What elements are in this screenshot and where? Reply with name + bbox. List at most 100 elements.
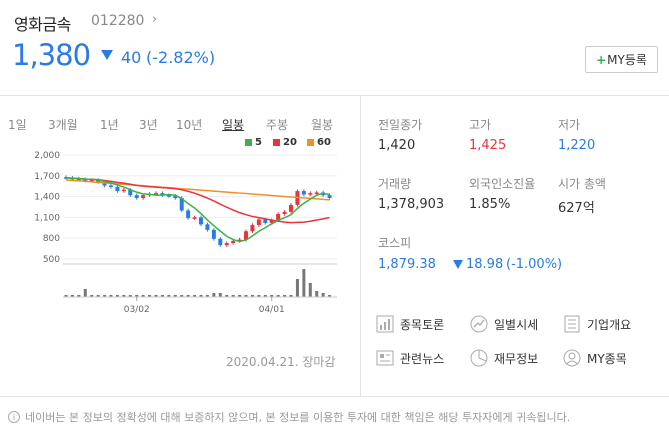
candle-body	[218, 238, 223, 246]
foreign-label: 외국인소진율	[469, 177, 536, 191]
tab-weekly[interactable]: 주봉	[266, 118, 289, 132]
candle-body	[224, 243, 229, 246]
legend-ma5: 5	[245, 137, 262, 148]
volume-bar	[64, 295, 68, 297]
tab-1day[interactable]: 1일	[8, 118, 27, 132]
divider	[360, 96, 361, 396]
link-financial-info[interactable]: 재무정보	[470, 349, 538, 367]
legend-swatch	[273, 139, 280, 146]
kospi-value: 1,879.38	[378, 257, 436, 272]
volume-bar	[70, 295, 74, 297]
price-change-value: 40	[121, 48, 142, 67]
volume-bar	[244, 295, 248, 297]
volume-bar	[167, 295, 171, 297]
candle-body	[211, 229, 216, 239]
stock-chart[interactable]: 2,000 1,700 1,400 1,100 800 500 03/02 04/01	[0, 147, 350, 322]
tab-3year[interactable]: 3년	[139, 118, 158, 132]
link-daily-price[interactable]: 일별시세	[470, 315, 538, 333]
volume-value: 1,378,903	[378, 197, 445, 212]
candle-body	[199, 217, 203, 225]
link-related-news[interactable]: 관련뉴스	[376, 349, 444, 367]
y-tick-label: 2,000	[34, 151, 60, 161]
y-tick-label: 1,100	[34, 213, 60, 223]
date-status: 2020.04.21. 장마감	[226, 355, 336, 369]
candle-body	[256, 219, 261, 226]
volume-bar	[83, 289, 87, 297]
candle-body	[89, 179, 94, 182]
foreign-value: 1.85%	[469, 197, 511, 212]
legend-ma60: 60	[307, 137, 331, 148]
candle-body	[244, 231, 248, 240]
candle-body	[154, 193, 158, 195]
candle-body	[83, 179, 88, 181]
volume-bar	[302, 269, 306, 297]
ma20-line	[65, 177, 330, 224]
candle-body	[205, 224, 210, 230]
chevron-right-icon[interactable]: ›	[152, 12, 158, 27]
plus-icon: +	[596, 52, 607, 67]
volume-bar	[90, 295, 94, 297]
low-value: 1,220	[558, 138, 596, 153]
volume-bar	[186, 295, 190, 297]
volume-bar	[315, 291, 319, 297]
volume-bar	[160, 295, 164, 297]
volume-bar	[238, 295, 242, 297]
current-price: 1,380	[12, 38, 91, 72]
kospi-label[interactable]: 코스피	[378, 236, 412, 250]
price-change-percent: (-2.82%)	[146, 48, 216, 67]
prev-close-value: 1,420	[378, 138, 416, 153]
kospi-change: 18.98	[466, 257, 504, 272]
candle-body	[141, 195, 146, 198]
link-my-stocks[interactable]: MY종목	[563, 349, 627, 367]
stock-code[interactable]: 012280	[91, 13, 145, 29]
candle-body	[250, 225, 255, 232]
chart-bar-icon	[376, 315, 394, 333]
volume-bar	[276, 295, 280, 297]
stock-name[interactable]: 영화금속	[14, 15, 71, 34]
candle-body	[128, 189, 133, 196]
volume-bar	[218, 293, 222, 297]
low-label: 저가	[558, 118, 581, 132]
candle-body	[314, 192, 319, 194]
candle-body	[263, 219, 268, 223]
tab-1year[interactable]: 1년	[100, 118, 119, 132]
user-icon	[563, 349, 581, 367]
divider	[0, 396, 669, 397]
volume-bar	[270, 295, 274, 297]
volume-bar	[283, 295, 287, 297]
tab-monthly[interactable]: 월봉	[311, 118, 334, 132]
y-tick-label: 500	[43, 255, 60, 265]
volume-bar	[135, 295, 139, 297]
candle-body	[186, 210, 191, 219]
candle-body	[269, 220, 274, 223]
volume-bar	[328, 295, 332, 297]
volume-label: 거래량	[378, 177, 412, 191]
mcap-label: 시가 총액	[558, 177, 606, 191]
volume-bar	[199, 295, 203, 297]
x-tick-label: 03/02	[124, 305, 150, 315]
candle-body	[160, 193, 165, 196]
volume-bar	[122, 295, 126, 297]
volume-bar	[289, 295, 293, 297]
mcap-value: 627억	[558, 201, 595, 216]
volume-bar	[250, 295, 254, 297]
tab-3month[interactable]: 3개월	[48, 118, 78, 132]
tab-10year[interactable]: 10년	[176, 118, 203, 132]
y-tick-label: 1,700	[34, 172, 60, 182]
high-value: 1,425	[469, 138, 507, 153]
candle-body	[276, 213, 281, 221]
tab-daily[interactable]: 일봉	[222, 118, 245, 132]
candle-body	[173, 195, 178, 198]
candle-body	[115, 186, 120, 192]
volume-bar	[231, 295, 235, 297]
link-discussion[interactable]: 종목토론	[376, 315, 444, 333]
news-icon	[376, 349, 394, 367]
candle-body	[289, 204, 293, 212]
volume-bar	[115, 295, 119, 297]
my-register-button[interactable]: + MY등록	[585, 46, 658, 73]
volume-bar	[128, 295, 132, 297]
legend-ma20: 20	[273, 137, 297, 148]
trend-icon	[470, 315, 488, 333]
link-company-overview[interactable]: 기업개요	[563, 315, 631, 333]
divider	[0, 95, 669, 96]
